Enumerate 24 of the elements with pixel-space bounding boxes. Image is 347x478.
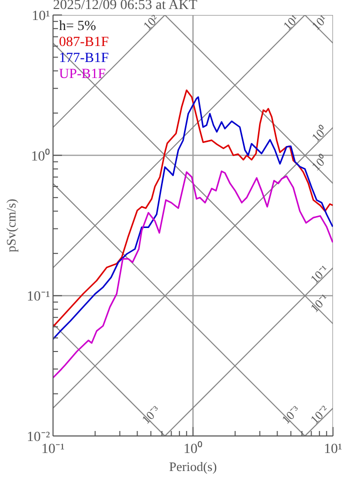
text: 177-B1F [59,51,109,67]
annotation: 10⁻² [308,402,332,427]
annotation: 10⁻¹ [308,291,332,316]
y-tick-label: 10⁰ [31,148,50,164]
y-tick-label: 10⁻² [26,430,50,445]
annotation: 10⁻³ [138,402,164,427]
text: 087-B1F [59,35,109,51]
annotation: 10⁰ [308,152,330,174]
text: UP-B1F [59,67,107,83]
annotation: h= 5% [59,19,98,35]
annotation: 10¹ [280,12,302,33]
x-tick-label: 10⁰ [184,441,202,457]
x-tick-label: 10⁻¹ [41,442,65,457]
x-tick-label: 10¹ [324,442,342,457]
y-tick-label: 10¹ [32,9,50,24]
chart-title: 2025/12/09 06:53 at AKT [53,0,198,14]
annotation: 10¹ [308,12,330,34]
annotation: 10⁻¹ [308,262,332,286]
annotation: 10² [140,12,162,33]
x-axis-title: Period(s) [169,459,217,474]
y-tick-label: 10⁻¹ [26,290,50,305]
annotation: 10⁰ [308,123,330,145]
annotation: 10⁻³ [278,402,304,427]
y-axis-title: pSv(cm/s) [4,198,19,252]
